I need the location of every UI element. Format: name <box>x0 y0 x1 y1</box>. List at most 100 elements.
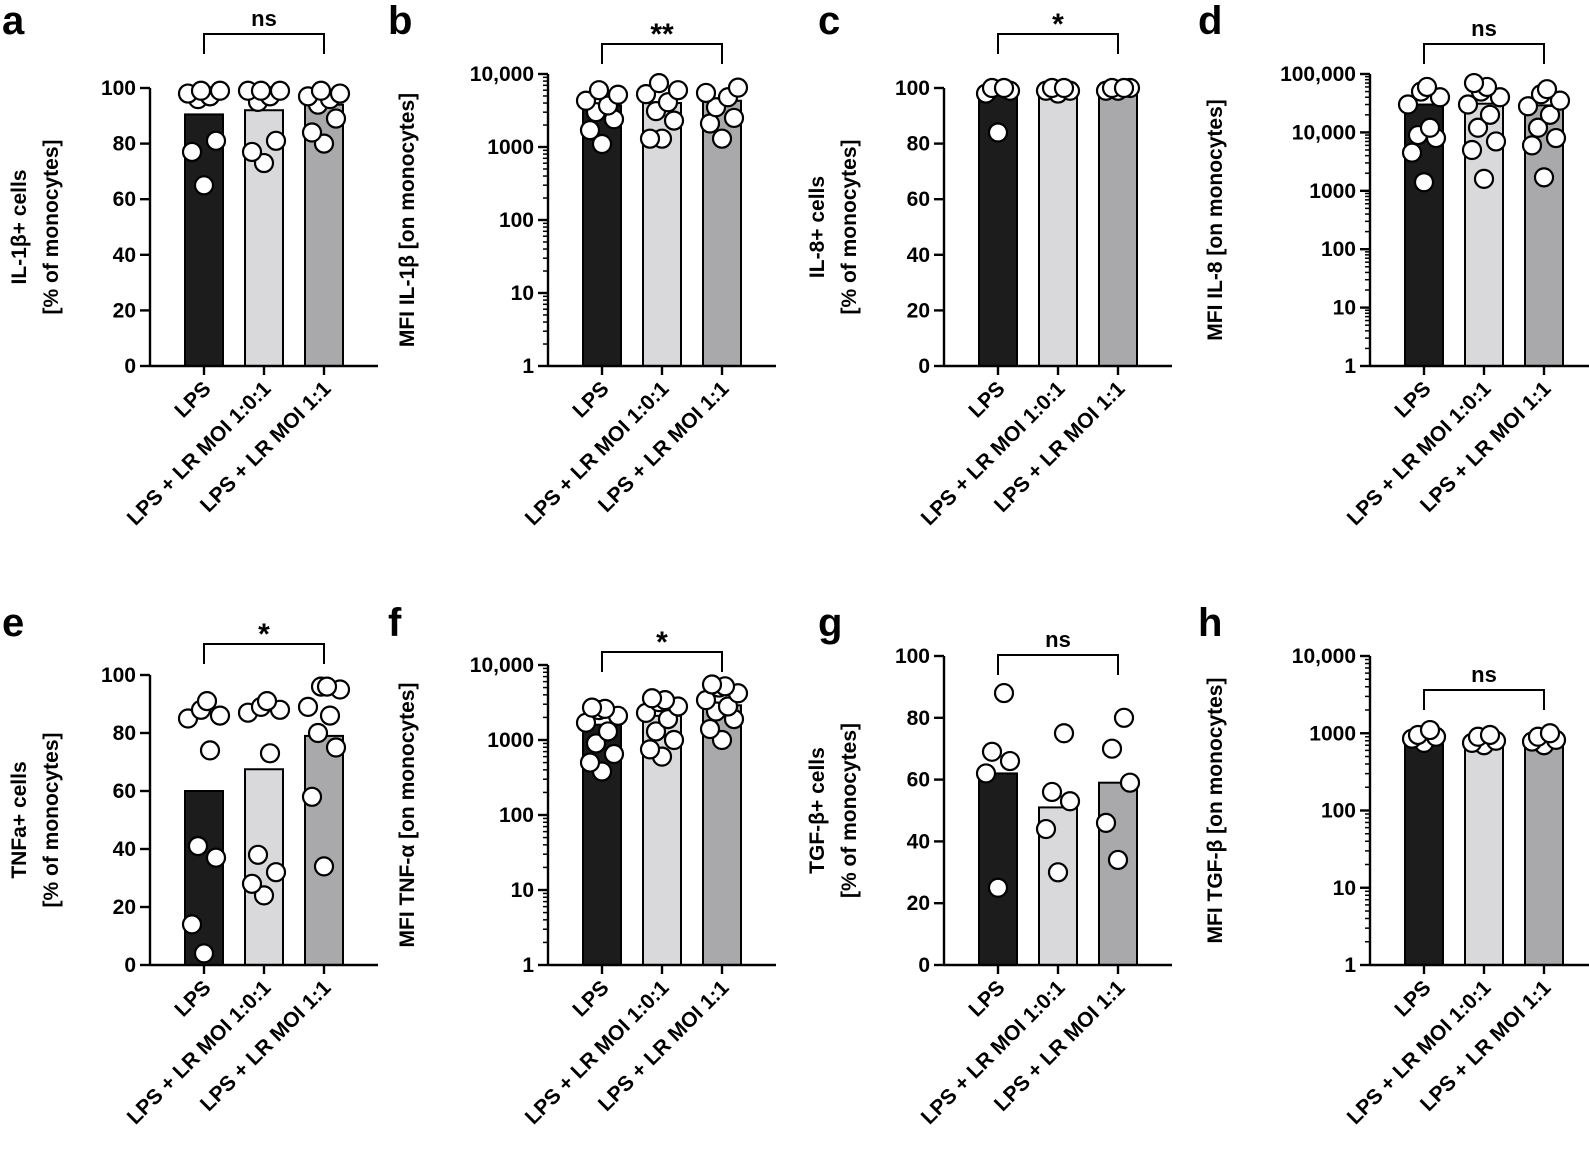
data-point <box>1539 723 1561 744</box>
data-point <box>588 80 610 101</box>
y-tick-label: 20 <box>907 299 930 322</box>
data-point <box>1101 738 1123 759</box>
y-tick-label: 20 <box>113 299 136 322</box>
y-axis-label: MFI IL-8 [on monocytes] <box>1204 99 1227 341</box>
y-tick-label: 10,000 <box>470 63 534 86</box>
data-point <box>1521 135 1543 156</box>
data-point <box>699 718 721 740</box>
significance-label: ns <box>1471 662 1497 687</box>
y-tick-label: 80 <box>907 133 930 156</box>
data-point <box>663 729 685 751</box>
x-category-label: LPS <box>170 377 215 422</box>
y-axis-label: [% of monocytes] <box>40 139 63 314</box>
significance-bracket <box>203 643 325 664</box>
significance-label: * <box>656 626 668 659</box>
data-point <box>645 721 667 742</box>
data-point <box>727 77 749 98</box>
data-point <box>313 856 335 877</box>
y-axis-label: TGF-β+ cells <box>806 747 829 874</box>
data-point <box>717 696 739 717</box>
data-point <box>1419 117 1441 138</box>
data-point <box>603 743 625 765</box>
data-point <box>325 737 347 758</box>
data-point <box>987 877 1009 898</box>
y-axis-label: IL-8+ cells <box>806 176 829 278</box>
data-point <box>987 122 1009 143</box>
data-point <box>181 141 203 163</box>
data-point <box>591 133 613 155</box>
bar-lr-1-1 <box>1098 781 1138 966</box>
data-point <box>301 122 323 143</box>
y-tick-label: 60 <box>113 780 136 803</box>
data-point <box>241 141 263 163</box>
bar-lps <box>184 790 224 966</box>
y-tick-label: 10 <box>1333 877 1356 900</box>
data-point <box>701 674 723 695</box>
data-point <box>1479 104 1501 125</box>
y-tick-label: 0 <box>124 954 136 977</box>
y-tick-label: 1000 <box>1309 180 1356 203</box>
y-tick-label: 10,000 <box>1292 645 1356 668</box>
data-point <box>1035 818 1057 840</box>
data-point <box>581 697 603 718</box>
data-point <box>695 82 717 104</box>
data-point <box>585 733 607 754</box>
data-point <box>205 847 227 868</box>
data-point <box>981 741 1003 762</box>
data-point <box>1489 87 1511 108</box>
data-point <box>297 696 319 718</box>
x-category-label: LPS <box>568 377 613 422</box>
data-point <box>269 80 291 101</box>
data-point <box>1533 167 1555 188</box>
y-tick-label: 40 <box>907 244 930 267</box>
data-point <box>196 690 218 712</box>
data-point <box>265 862 287 883</box>
y-axis-label: [% of monocytes] <box>838 139 861 314</box>
y-tick-label: 100 <box>101 77 136 100</box>
data-point <box>205 130 227 151</box>
significance-bracket <box>601 43 723 64</box>
y-tick-label: 60 <box>907 769 930 792</box>
y-tick-label: 0 <box>918 954 930 977</box>
data-point <box>259 743 281 764</box>
data-point <box>1416 76 1438 98</box>
data-point <box>209 705 231 726</box>
data-point <box>1549 90 1571 111</box>
x-category-label: LPS <box>1390 976 1435 1021</box>
panel-letter: a <box>2 0 25 43</box>
panel-letter: b <box>388 0 412 43</box>
data-point <box>1059 791 1081 812</box>
significance-bracket <box>997 33 1119 54</box>
data-point <box>1113 707 1135 728</box>
data-point <box>253 885 275 906</box>
significance-label: ns <box>251 6 277 31</box>
y-tick-label: 1000 <box>487 729 534 752</box>
data-point <box>1413 172 1435 193</box>
data-point <box>265 130 287 151</box>
significance-bracket <box>601 651 723 672</box>
y-tick-label: 100 <box>499 804 534 827</box>
y-axis-label: IL-1β+ cells <box>8 170 31 285</box>
y-tick-label: 10 <box>511 282 534 305</box>
y-tick-label: 40 <box>113 838 136 861</box>
data-point <box>193 943 215 964</box>
data-point <box>310 80 332 101</box>
data-point <box>1545 127 1567 149</box>
x-category-label: LPS <box>170 976 215 1021</box>
data-point <box>1463 72 1485 94</box>
data-point <box>1053 77 1075 99</box>
data-point <box>1473 168 1495 189</box>
panel-letter: g <box>818 601 842 645</box>
y-tick-label: 1000 <box>487 136 534 159</box>
data-point <box>993 682 1015 704</box>
data-point <box>663 110 685 131</box>
y-tick-label: 80 <box>907 707 930 730</box>
y-axis-label: [% of monocytes] <box>40 732 63 907</box>
